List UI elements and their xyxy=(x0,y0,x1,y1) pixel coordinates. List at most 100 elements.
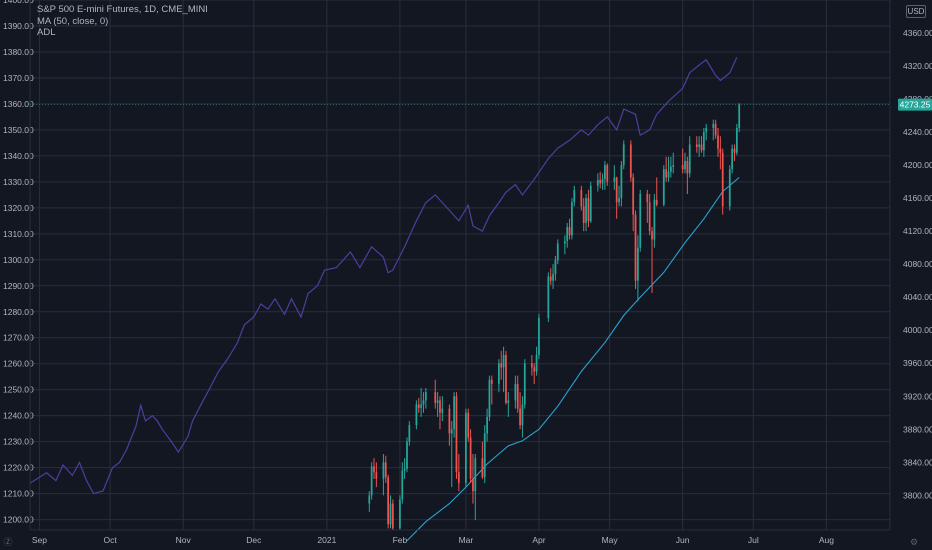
candle-body xyxy=(457,472,460,483)
candle-body xyxy=(580,189,583,207)
timezone-icon[interactable]: Ⓩ xyxy=(3,537,13,547)
right-tick-label: 4320.00 xyxy=(903,61,932,71)
x-tick-label: Oct xyxy=(103,535,117,545)
candle-body xyxy=(681,165,684,170)
candle xyxy=(554,255,557,281)
candle-body xyxy=(662,169,665,205)
candle-body xyxy=(667,171,670,178)
candle xyxy=(587,189,590,228)
candle xyxy=(417,397,420,413)
left-tick-label: 1280.00 xyxy=(3,307,34,317)
candle-body xyxy=(486,416,488,434)
candle-body xyxy=(382,462,385,479)
candle-body xyxy=(646,194,649,203)
candle xyxy=(721,148,724,215)
candle xyxy=(698,136,701,157)
candle xyxy=(662,165,665,207)
candle-body xyxy=(587,198,590,222)
candle-body xyxy=(448,408,451,434)
candle xyxy=(738,103,741,133)
x-tick-label: Sep xyxy=(32,535,47,545)
left-tick-label: 1220.00 xyxy=(3,463,34,473)
candle-body xyxy=(370,466,373,496)
left-tick-label: 1260.00 xyxy=(3,359,34,369)
chart-legend: S&P 500 E-mini Futures, 1D, CME_MINI MA … xyxy=(37,4,208,39)
x-tick-label: Jul xyxy=(748,535,759,545)
left-tick-label: 1300.00 xyxy=(3,255,34,265)
candle xyxy=(639,189,642,252)
candle xyxy=(667,156,670,182)
candle-body xyxy=(505,354,507,403)
candle xyxy=(530,354,533,376)
candle-body xyxy=(424,392,427,401)
candle xyxy=(615,176,618,219)
candle xyxy=(665,156,668,182)
candle-body xyxy=(596,179,599,186)
candle-body xyxy=(735,127,738,153)
left-tick-label: 1350.00 xyxy=(3,125,34,135)
candle xyxy=(516,375,519,413)
currency-badge[interactable]: USD xyxy=(906,5,926,18)
candle xyxy=(375,462,378,488)
candle xyxy=(441,396,444,422)
candle xyxy=(521,396,524,438)
candle-body xyxy=(589,185,592,222)
candle xyxy=(535,346,538,376)
candle xyxy=(733,144,736,161)
candle xyxy=(519,392,521,430)
left-tick-label: 1400.00 xyxy=(3,0,34,5)
right-tick-label: 4040.00 xyxy=(903,292,932,302)
candle-body xyxy=(571,202,573,236)
candle-body xyxy=(403,468,406,471)
candle-body xyxy=(669,166,672,172)
left-tick-label: 1310.00 xyxy=(3,229,34,239)
candle xyxy=(387,474,390,529)
candle-body xyxy=(566,227,569,242)
right-tick-label: 4080.00 xyxy=(903,259,932,269)
candle xyxy=(401,462,404,504)
candle-body xyxy=(472,478,474,492)
right-tick-label: 3840.00 xyxy=(903,457,932,467)
candle xyxy=(424,388,427,409)
candle xyxy=(634,210,637,289)
last-price-badge xyxy=(898,98,932,111)
candle-body xyxy=(585,198,587,223)
candle xyxy=(651,227,653,294)
candle xyxy=(533,363,536,384)
candle xyxy=(368,491,371,512)
legend-adl[interactable]: ADL xyxy=(37,27,56,38)
legend-symbol[interactable]: S&P 500 E-mini Futures, 1D, CME_MINI xyxy=(37,4,208,15)
candle-body xyxy=(714,123,717,136)
candle xyxy=(700,136,703,153)
candle xyxy=(589,181,592,223)
candle xyxy=(481,441,484,479)
candle xyxy=(448,404,451,446)
candle-body xyxy=(481,458,484,478)
axes: 1200.00 1210.00 1220.00 1230.00 1240.00 1250.… xyxy=(3,0,932,545)
candle-body xyxy=(618,198,620,203)
right-tick-label: 4160.00 xyxy=(903,193,932,203)
candle-body xyxy=(387,477,390,525)
candle-body xyxy=(653,199,656,240)
candle xyxy=(455,392,458,479)
candle-body xyxy=(523,363,526,405)
candle-body xyxy=(604,165,606,180)
left-tick-label: 1330.00 xyxy=(3,177,34,187)
candle-body xyxy=(615,177,618,203)
legend-ma[interactable]: MA (50, close, 0) xyxy=(37,15,109,27)
x-tick-label: Nov xyxy=(176,535,192,545)
x-tick-label: Jun xyxy=(676,535,690,545)
candle-body xyxy=(368,495,371,504)
candle xyxy=(695,136,698,153)
candle-body xyxy=(490,379,493,384)
candle-body xyxy=(441,408,444,413)
right-tick-label: 3920.00 xyxy=(903,391,932,401)
candle-body xyxy=(488,379,491,417)
candle-body xyxy=(467,412,470,438)
candle-body xyxy=(465,412,467,483)
candle xyxy=(434,379,437,409)
settings-icon[interactable]: ⚙ xyxy=(909,537,919,547)
candle xyxy=(669,156,672,178)
candle xyxy=(523,359,526,409)
